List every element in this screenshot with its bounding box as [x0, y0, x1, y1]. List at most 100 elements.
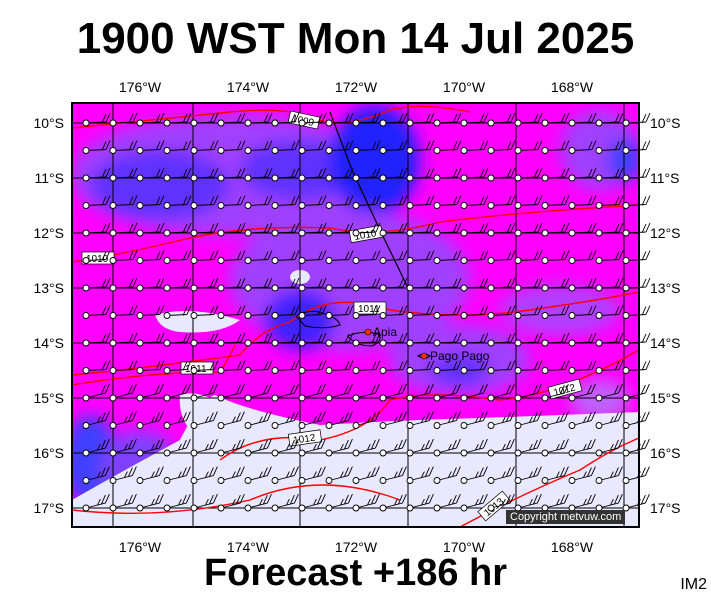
wind-barb: [244, 112, 273, 127]
lon-labels-bottom: 176°W 174°W 172°W 170°W 168°W: [119, 539, 594, 555]
map-frame: [71, 102, 640, 528]
wind-barb: [406, 140, 435, 154]
wind-barb: [325, 222, 354, 237]
wind-barb: [433, 277, 462, 292]
wind-barb: [406, 438, 434, 457]
wind-barb: [433, 466, 461, 484]
svg-text:12°S: 12°S: [33, 225, 64, 241]
wind-barb: [487, 332, 516, 347]
wind-barb: [244, 195, 273, 209]
boundary-line: [329, 111, 409, 289]
wind-barb: [325, 411, 353, 429]
wind-barb: [379, 438, 407, 457]
wind-barb: [379, 383, 407, 402]
wind-barb: [217, 466, 245, 484]
wind-barb: [325, 140, 354, 154]
wind-barb: [622, 332, 651, 347]
wind-barb: [352, 438, 380, 457]
wind-barb: [271, 466, 299, 484]
wind-barb: [568, 222, 597, 237]
wind-barb: [190, 493, 218, 512]
wind-barb: [271, 383, 299, 402]
wind-barb: [595, 222, 624, 237]
wind-barb: [109, 250, 138, 264]
wind-barb: [109, 360, 138, 374]
svg-text:172°W: 172°W: [335, 79, 378, 95]
wind-barb: [433, 112, 462, 127]
wind-barb: [298, 250, 327, 264]
wind-barb: [406, 360, 435, 374]
svg-text:168°W: 168°W: [551, 79, 594, 95]
wind-barb: [433, 360, 462, 374]
wind-barb: [433, 222, 462, 237]
wind-barb: [406, 195, 435, 209]
wind-barb: [514, 277, 543, 292]
wind-barb: [109, 222, 138, 237]
wind-barb: [190, 250, 219, 264]
wind-barb: [190, 140, 219, 154]
svg-text:13°S: 13°S: [650, 280, 681, 296]
wind-barb: [217, 222, 246, 237]
wind-barb: [190, 167, 219, 182]
wind-barb: [298, 140, 327, 154]
wind-barb: [514, 305, 543, 319]
wind-barb: [568, 277, 597, 292]
svg-text:15°S: 15°S: [650, 390, 681, 406]
wind-barb: [217, 250, 246, 264]
wind-barb: [622, 112, 651, 127]
wind-barb: [541, 140, 570, 154]
wind-barb: [109, 493, 137, 512]
wind-barb: [568, 411, 596, 429]
wind-barb: [244, 140, 273, 154]
wind-barb: [595, 167, 624, 182]
wind-barb: [163, 360, 192, 374]
wind-barb: [406, 167, 435, 182]
wind-barb: [352, 383, 380, 402]
wind-barb: [271, 277, 300, 292]
wind-barb: [568, 332, 597, 347]
wind-barb: [595, 195, 624, 209]
wind-barb: [244, 493, 272, 512]
wind-barb: [568, 167, 597, 182]
wind-barb: [82, 360, 111, 374]
wind-barb: [433, 195, 462, 209]
wind-barb: [136, 493, 164, 512]
wind-barb: [433, 438, 461, 457]
wind-barb: [163, 438, 191, 457]
wind-barb: [514, 493, 542, 512]
wind-barb: [163, 140, 192, 154]
wind-barb: [217, 140, 246, 154]
wind-barb: [487, 493, 515, 512]
wind-barb: [514, 438, 542, 457]
wind-barb: [190, 195, 219, 209]
wind-barb: [109, 383, 137, 402]
wind-barb: [622, 360, 651, 374]
wind-barb: [190, 305, 219, 319]
wind-barb: [541, 305, 570, 319]
wind-barb: [595, 466, 623, 484]
wind-barb: [136, 222, 165, 237]
wind-barb: [82, 222, 111, 237]
wind-barb: [163, 332, 192, 347]
wind-barb: [352, 466, 380, 484]
wind-barb: [325, 305, 354, 319]
wind-barb: [433, 140, 462, 154]
wind-barb: [217, 195, 246, 209]
wind-barb: [541, 466, 569, 484]
wind-barb: [109, 438, 137, 457]
wind-barb: [622, 222, 651, 237]
svg-text:11°S: 11°S: [35, 170, 64, 186]
city-pago-pago: Pago Pago: [420, 349, 490, 363]
wind-barb: [163, 493, 191, 512]
wind-barb: [163, 222, 192, 237]
wind-barb: [298, 277, 327, 292]
svg-text:Apia: Apia: [373, 325, 397, 339]
wind-barb: [379, 360, 408, 374]
wind-barb: [541, 277, 570, 292]
wind-barb: [595, 140, 624, 154]
wind-barb: [136, 438, 164, 457]
wind-barb: [325, 112, 354, 127]
wind-barb: [541, 195, 570, 209]
wind-barb: [541, 438, 569, 457]
city-apia: Apia: [364, 325, 397, 339]
